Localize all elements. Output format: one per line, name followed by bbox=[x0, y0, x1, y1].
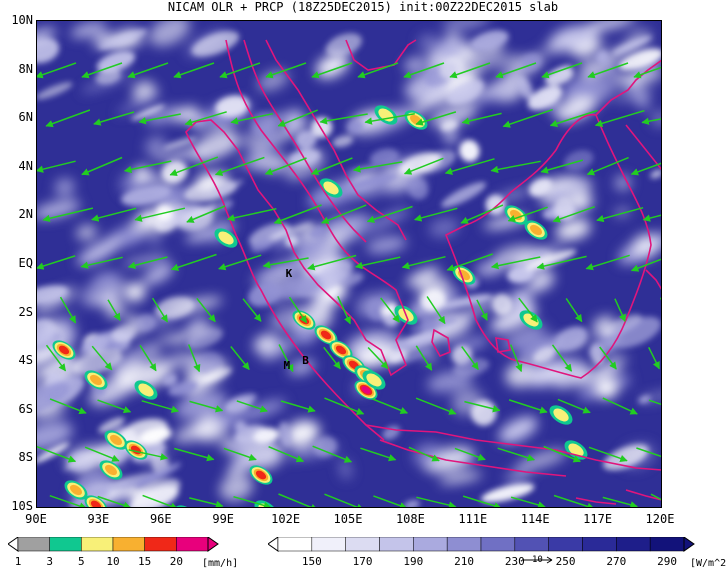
lon-tick-label: 105E bbox=[333, 512, 363, 526]
vector-reference bbox=[522, 549, 556, 564]
olr-colorbar-label: 210 bbox=[454, 555, 475, 568]
precipitation-cells bbox=[52, 105, 588, 508]
lat-tick-label: EQ bbox=[18, 256, 33, 270]
lon-tick-label: 120E bbox=[645, 512, 675, 526]
olr-colorbar-label: 190 bbox=[403, 555, 424, 568]
precip-colorbar bbox=[8, 537, 219, 552]
olr-colorbar-label: 250 bbox=[555, 555, 576, 568]
map-canvas bbox=[36, 20, 662, 508]
place-label: M bbox=[283, 359, 291, 373]
precip-colorbar-label: 3 bbox=[46, 555, 53, 568]
lat-tick-label: 6N bbox=[18, 110, 33, 125]
lon-tick-label: 96E bbox=[149, 512, 172, 526]
olr-colorbar-label: 290 bbox=[657, 555, 678, 568]
vector-reference-label: 10 bbox=[532, 555, 543, 565]
precip-colorbar-label: 20 bbox=[169, 555, 183, 568]
olr-colorbar-label: 170 bbox=[352, 555, 373, 568]
lon-tick-label: 114E bbox=[520, 512, 550, 526]
precip-colorbar-label: 10 bbox=[106, 555, 120, 568]
precip-colorbar-label: 1 bbox=[14, 555, 22, 568]
lat-tick-label: 10S bbox=[11, 499, 33, 513]
lat-tick-label: 6S bbox=[18, 401, 33, 416]
place-label: B bbox=[302, 354, 309, 368]
lon-tick-label: 99E bbox=[212, 512, 235, 526]
olr-colorbar bbox=[268, 537, 695, 552]
lon-tick-label: 111E bbox=[458, 512, 488, 526]
map-plot-area bbox=[36, 20, 662, 508]
wind-vectors bbox=[36, 62, 662, 508]
lon-tick-label: 93E bbox=[87, 512, 110, 526]
lat-tick-label: 10N bbox=[11, 13, 33, 27]
lon-tick-label: 102E bbox=[271, 512, 301, 526]
precip-unit: [mm/h] bbox=[202, 558, 239, 569]
lat-tick-label: 2S bbox=[18, 304, 33, 319]
precip-colorbar-label: 15 bbox=[138, 555, 152, 568]
lat-tick-label: 4S bbox=[18, 353, 33, 368]
map-title: NICAM OLR + PRCP (18Z25DEC2015) init:00Z… bbox=[167, 0, 559, 14]
olr-colorbar-label: 270 bbox=[606, 555, 627, 568]
olr-colorbar-label: 150 bbox=[301, 555, 322, 568]
precip-colorbar-label: 5 bbox=[78, 555, 85, 568]
lon-tick-label: 108E bbox=[395, 512, 425, 526]
place-label: K bbox=[285, 266, 293, 280]
olr-colorbar-label: 230 bbox=[504, 555, 525, 568]
lat-tick-label: 2N bbox=[18, 207, 33, 222]
lon-tick-label: 117E bbox=[583, 512, 613, 526]
lon-tick-label: 90E bbox=[25, 512, 47, 526]
lat-tick-label: 4N bbox=[18, 158, 33, 173]
lat-tick-label: 8S bbox=[18, 450, 33, 465]
lat-tick-label: 8N bbox=[18, 61, 33, 76]
olr-unit: [W/m^2] bbox=[690, 558, 726, 569]
